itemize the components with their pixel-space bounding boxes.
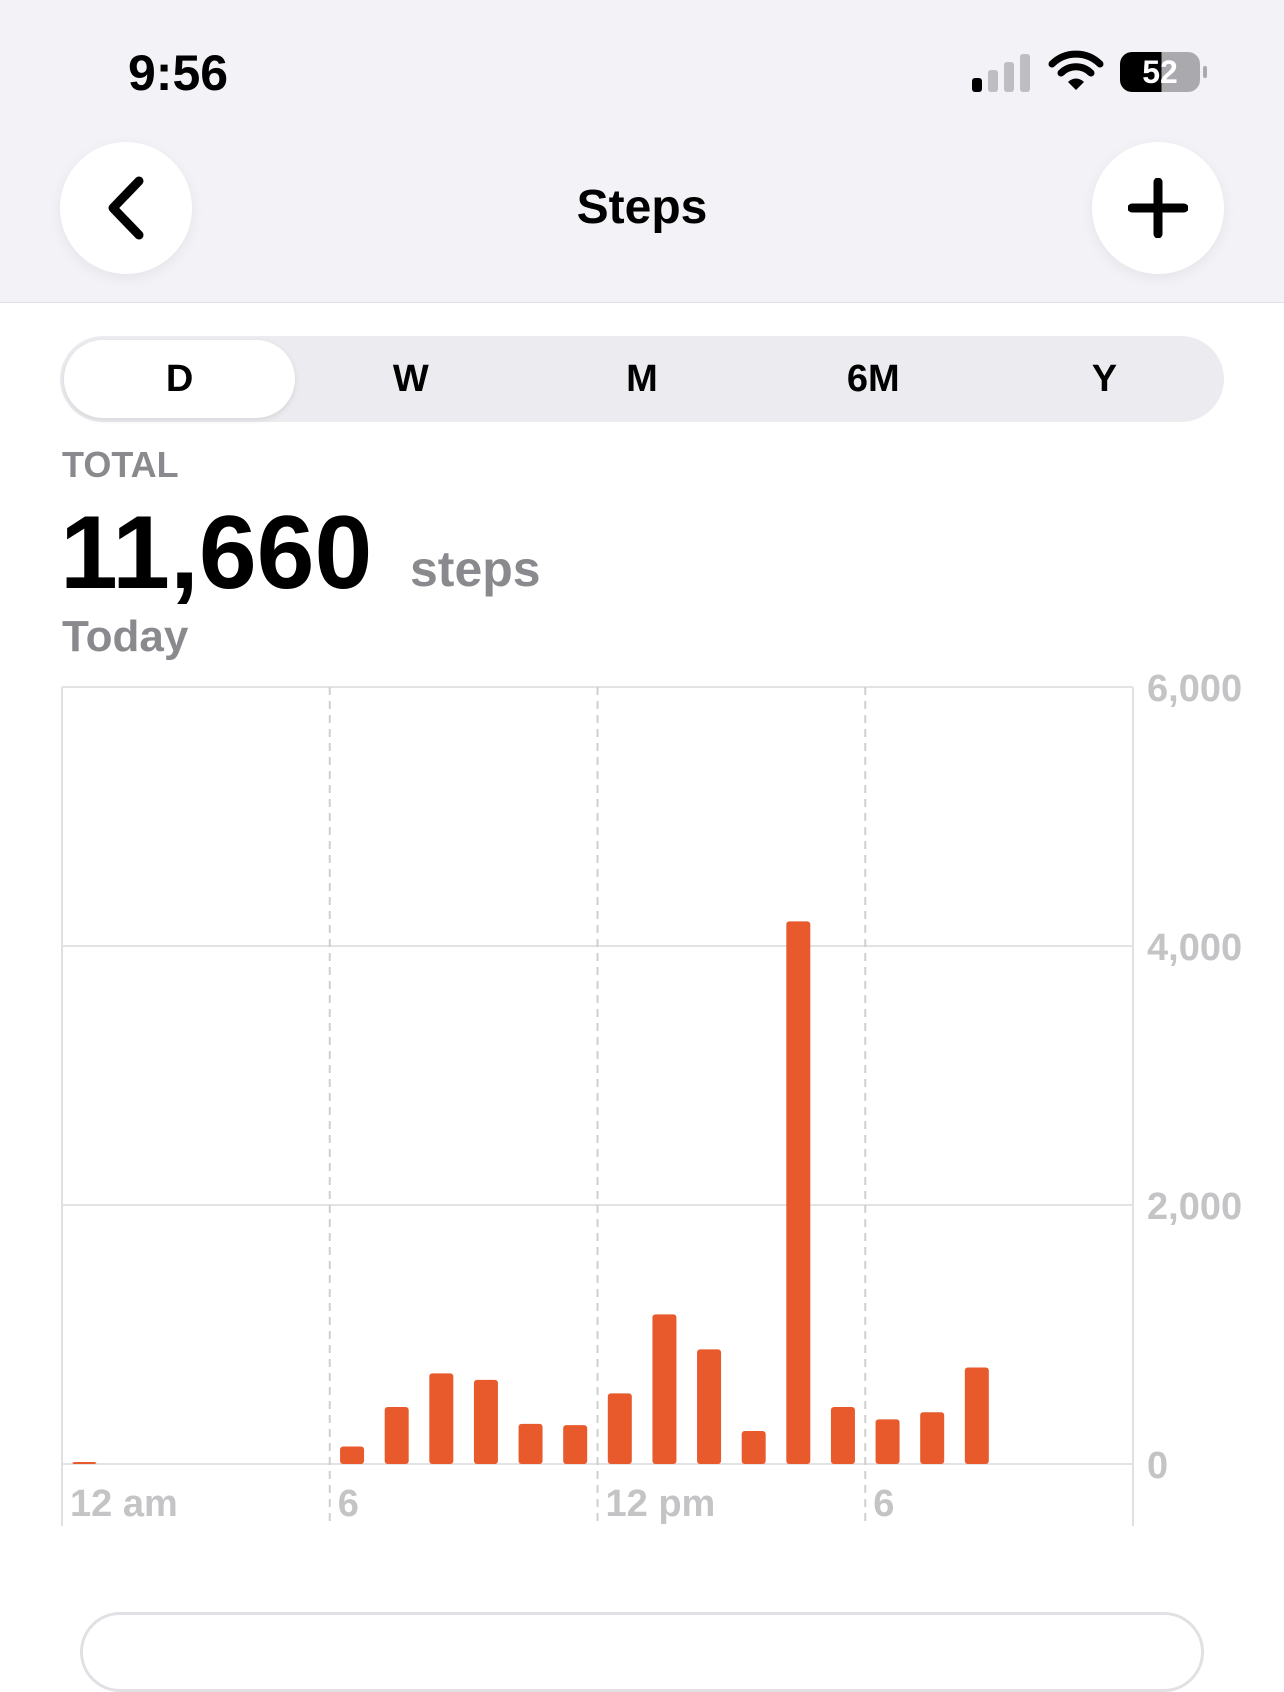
status-time: 9:56 — [128, 45, 229, 101]
bar-hour-18 — [875, 1419, 900, 1464]
bar-hour-10 — [518, 1423, 543, 1464]
total-unit: steps — [410, 541, 541, 597]
y-tick-label: 2,000 — [1147, 1186, 1242, 1228]
battery-level: 52 — [1142, 53, 1178, 90]
y-tick-label: 4,000 — [1147, 927, 1242, 969]
bar-hour-13 — [652, 1314, 677, 1464]
x-tick-label: 12 pm — [606, 1483, 716, 1525]
steps-chart[interactable]: 0 2,000 4,000 6,000 12 am 6 12 pm 6 — [0, 660, 1284, 1540]
total-value: 11,660 — [60, 495, 373, 611]
page-title: Steps — [576, 181, 708, 234]
plus-icon — [1128, 178, 1188, 238]
header: 9:56 52 Steps — [0, 0, 1284, 303]
bar-hour-15 — [741, 1430, 766, 1464]
x-tick-label: 6 — [873, 1483, 894, 1525]
bar-hour-16 — [786, 921, 811, 1464]
back-button[interactable] — [60, 142, 192, 274]
bar-hour-12 — [607, 1393, 632, 1464]
period-label: Today — [62, 612, 189, 661]
bar-hour-20 — [964, 1367, 989, 1464]
bar-hour-7 — [384, 1407, 409, 1464]
bar-hour-19 — [920, 1412, 945, 1464]
segment-6-months[interactable]: 6M — [846, 357, 900, 400]
cellular-signal-icon — [972, 52, 1030, 92]
segment-year[interactable]: Y — [1091, 357, 1118, 400]
bar-hour-6 — [340, 1446, 365, 1464]
bar-hour-14 — [697, 1349, 722, 1464]
period-segmented-control: D W M 6M Y — [60, 336, 1224, 422]
bar-hour-9 — [473, 1379, 498, 1464]
add-button[interactable] — [1092, 142, 1224, 274]
y-tick-label: 0 — [1147, 1445, 1168, 1487]
x-tick-label: 12 am — [70, 1483, 178, 1525]
chevron-left-icon — [108, 176, 144, 240]
y-tick-label: 6,000 — [1147, 668, 1242, 710]
bar-hour-17 — [830, 1407, 855, 1464]
next-card — [80, 1612, 1204, 1692]
wifi-icon — [1048, 50, 1104, 90]
total-label: TOTAL — [62, 444, 179, 485]
segment-month[interactable]: M — [626, 357, 658, 400]
segment-day[interactable]: D — [64, 340, 296, 418]
bar-hour-0 — [72, 1462, 97, 1464]
bar-hour-11 — [563, 1425, 588, 1464]
battery-icon: 52 — [1120, 52, 1207, 92]
x-tick-label: 6 — [338, 1483, 359, 1525]
segment-week[interactable]: W — [392, 357, 429, 400]
bar-hour-8 — [429, 1373, 454, 1464]
